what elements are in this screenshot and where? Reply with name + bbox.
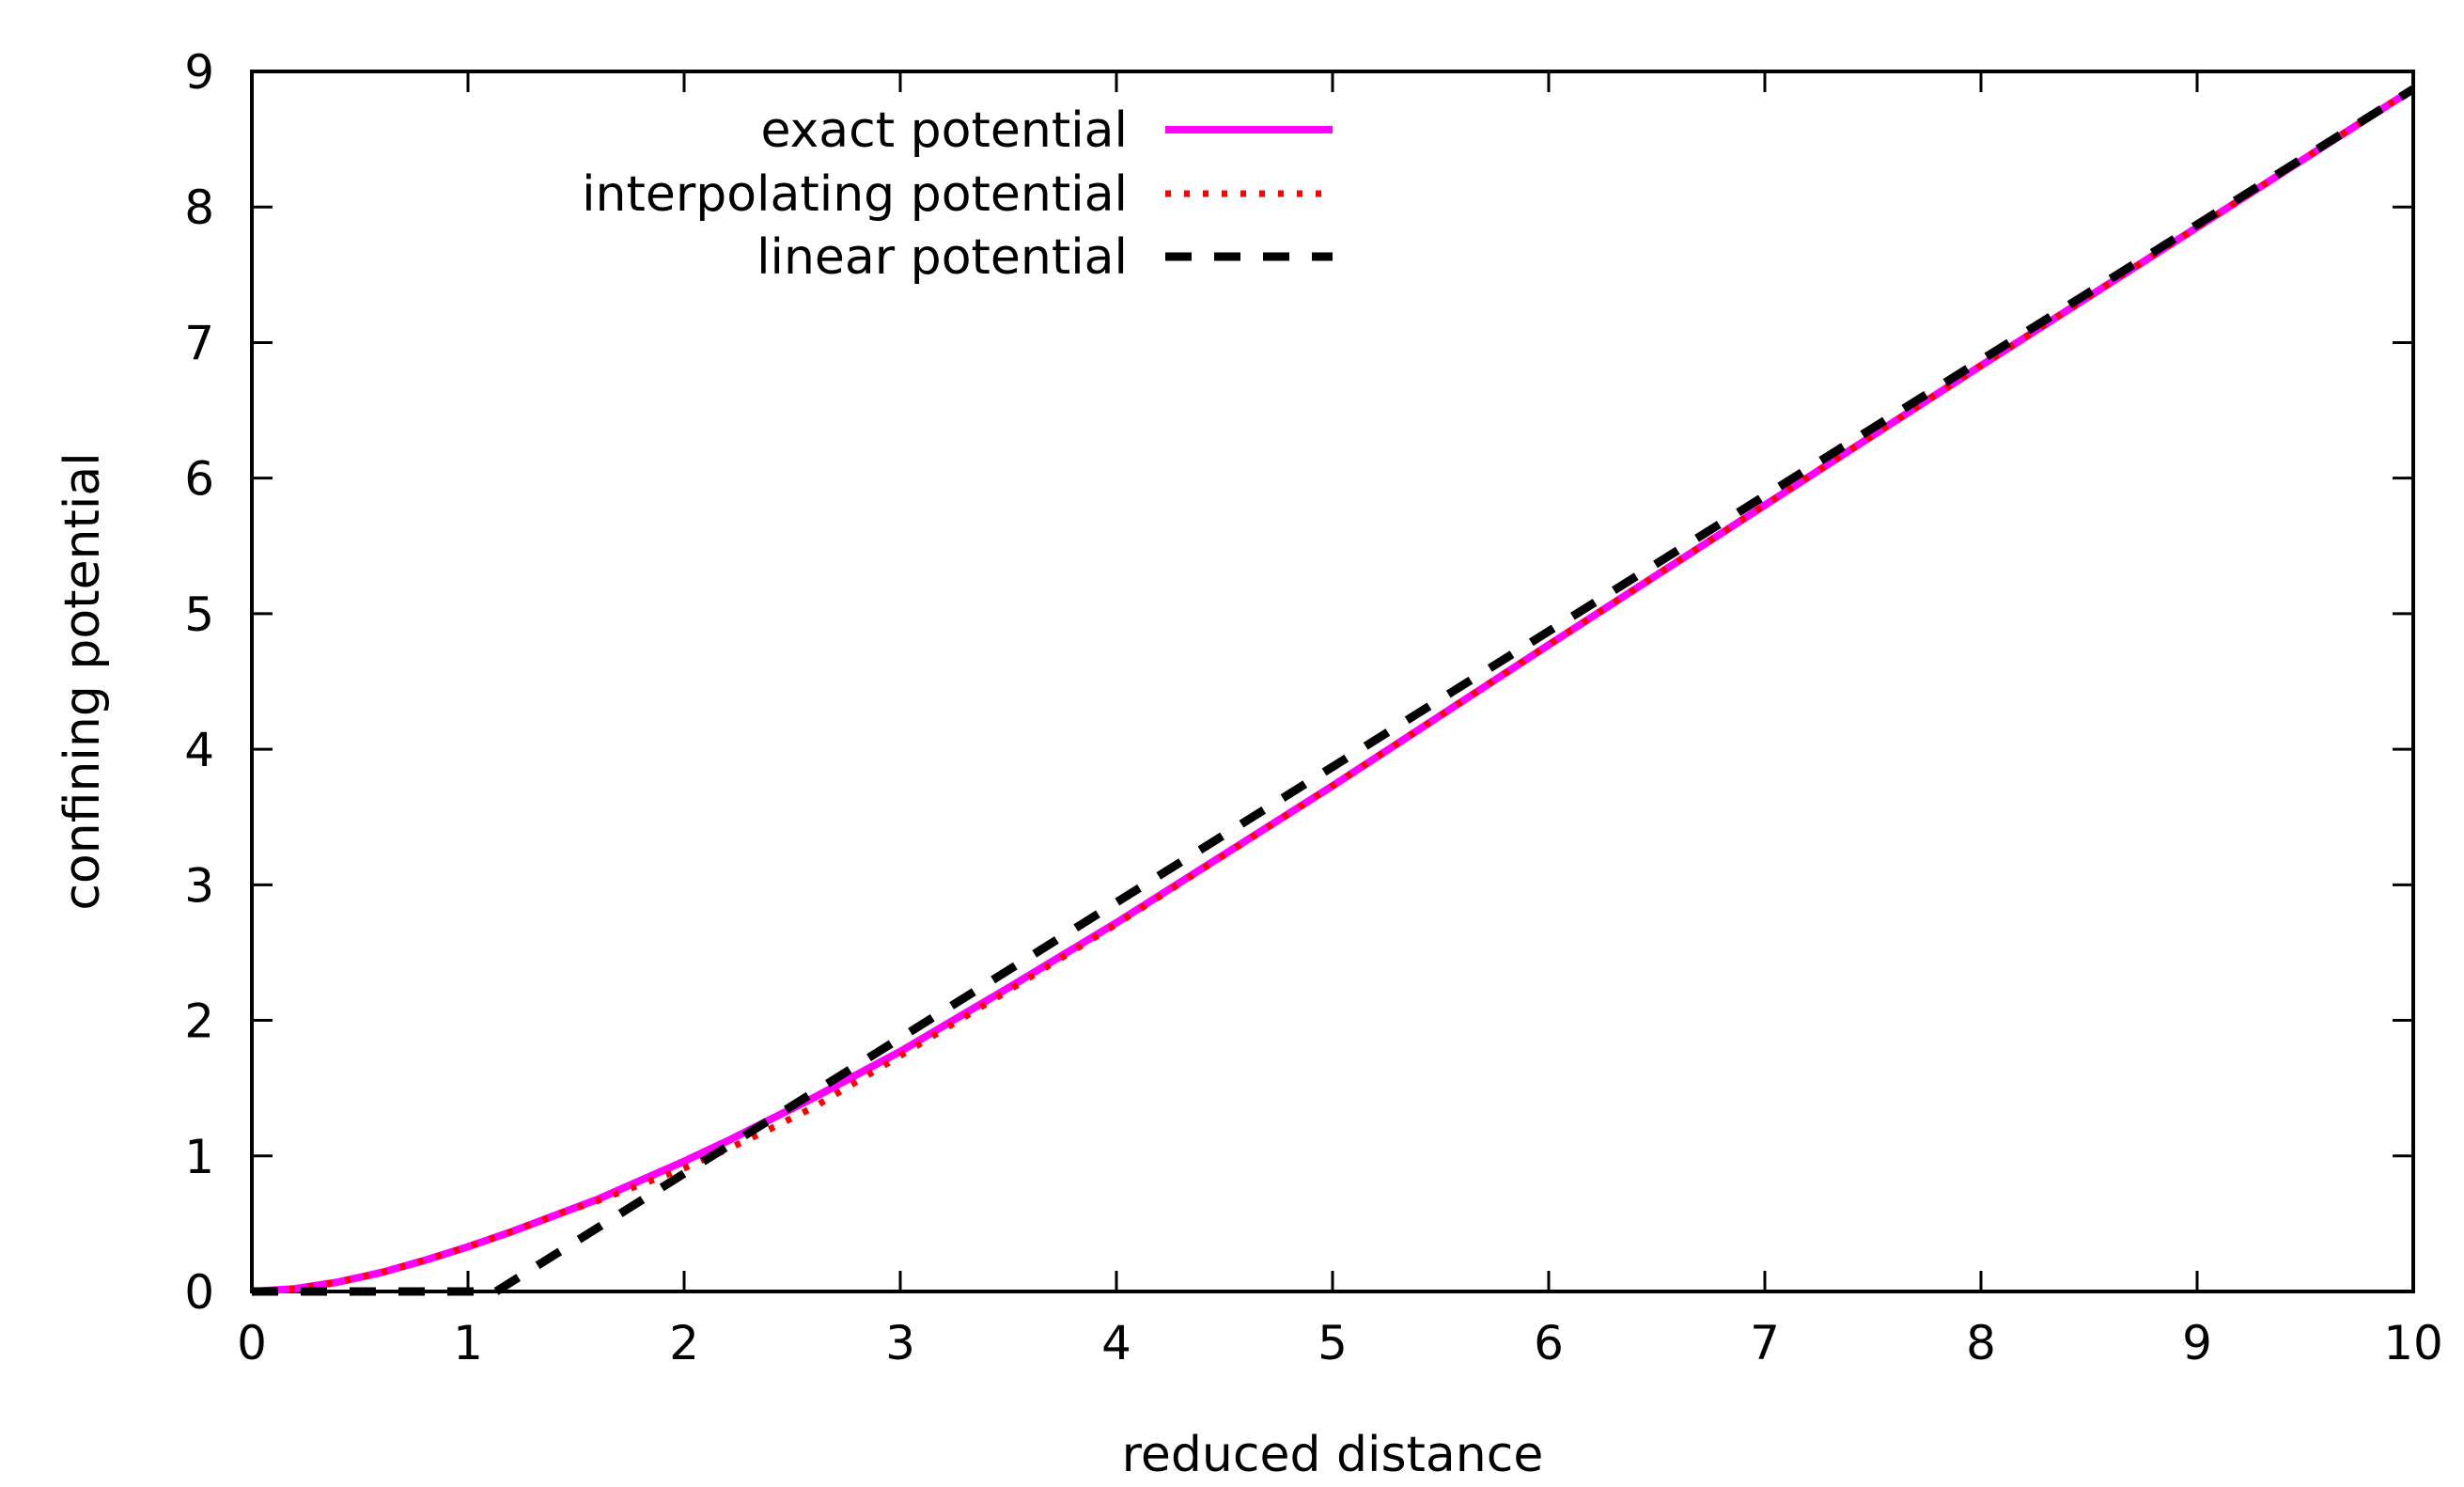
y-tick-label: 6 [184,452,214,507]
x-tick-label: 1 [453,1316,483,1370]
y-tick-label: 0 [184,1265,214,1320]
y-tick-label: 1 [184,1130,214,1184]
x-tick-label: 4 [1101,1316,1131,1370]
y-tick-label: 2 [184,994,214,1049]
x-tick-label: 8 [1966,1316,1996,1370]
series-line-3 [252,85,2416,1296]
legend-label-3: linear potential [756,229,1128,286]
y-tick-label: 9 [184,45,214,100]
y-tick-label: 3 [184,858,214,913]
y-tick-label: 7 [184,316,214,370]
plot-area [250,70,2415,1293]
x-tick-label: 2 [669,1316,699,1370]
y-tick-label: 5 [184,587,214,642]
x-tick-label: 9 [2182,1316,2212,1370]
y-tick-label: 8 [184,180,214,235]
legend-label-2: interpolating potential [582,166,1128,223]
series-line-2 [251,86,2415,1295]
y-tick-label: 4 [184,723,214,777]
x-tick-label: 6 [1534,1316,1564,1370]
y-axis-label: confining potential [55,452,111,910]
x-tick-label: 3 [885,1316,915,1370]
x-axis-label: reduced distance [1122,1427,1544,1483]
x-tick-label: 5 [1318,1316,1348,1370]
x-tick-label: 7 [1750,1316,1780,1370]
x-tick-label: 10 [2383,1316,2443,1370]
legend-label-1: exact potential [760,102,1128,159]
x-tick-label: 0 [237,1316,267,1370]
